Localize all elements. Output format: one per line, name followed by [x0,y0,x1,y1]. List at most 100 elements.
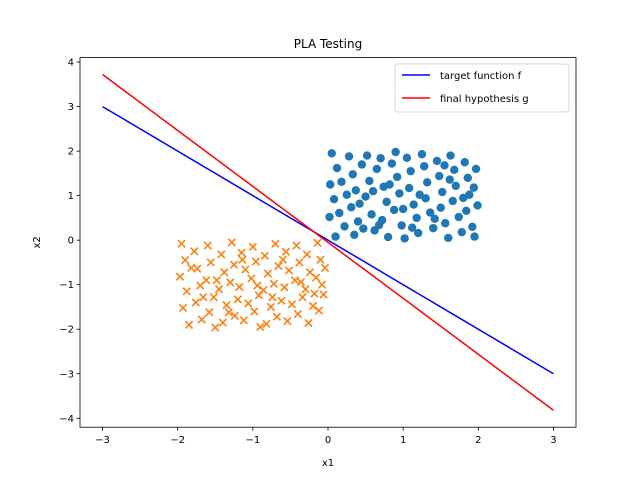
scatter-point [220,268,229,277]
y-tick-label: −2 [59,325,74,336]
scatter-point [426,208,435,217]
y-tick-label: −3 [59,369,74,380]
y-axis-label: x2 [32,236,43,248]
scatter-series-0 [325,147,482,243]
scatter-point [311,273,321,282]
scatter-point [199,293,208,302]
scatter-point [362,151,372,160]
scatter-point [365,176,374,186]
x-axis: −3 −2 −1 0 1 2 3 [95,427,557,446]
y-tick-label: 3 [68,102,74,113]
scatter-point [283,317,292,326]
scatter-point [227,238,236,247]
scatter-point [335,208,344,218]
scatter-point [269,279,279,288]
scatter-point [402,153,412,162]
scatter-point [368,186,378,196]
scatter-point [350,230,359,240]
scatter-point [417,150,427,159]
y-tick-label: −1 [59,280,74,291]
scatter-point [272,312,282,321]
scatter-point [233,295,242,304]
scatter-point [316,255,325,264]
scatter-point [325,212,334,222]
scatter-point [361,192,370,201]
scatter-point [313,238,322,248]
scatter-point [226,278,235,287]
y-tick-label: 0 [68,236,74,247]
scatter-point [317,280,327,289]
scatter-point [218,318,227,327]
scatter-point [404,183,414,193]
scatter-point [454,212,463,222]
scatter-point [359,224,368,233]
scatter-point [209,293,218,302]
scatter-point [217,250,226,259]
scatter-point [256,322,265,332]
scatter-point [310,289,319,298]
scatter-point [178,303,188,313]
scatter-point [413,228,423,238]
scatter-point [383,232,393,242]
scatter-point [340,222,349,231]
scatter-point [296,277,306,287]
y-tick-label: 4 [68,58,74,69]
scatter-point [357,160,367,169]
scatter-point [266,302,276,312]
scatter-point [248,242,258,252]
scatter-point [400,234,409,243]
x-tick-label: 2 [475,435,481,446]
scatter-point [432,156,442,166]
scatter-point [344,152,354,161]
final-hypothesis-line [102,73,554,411]
scatter-point [438,187,447,197]
scatter-point [205,308,214,317]
y-axis: −4 −3 −2 −1 0 1 2 3 4 [59,58,80,425]
scatter-point [448,196,457,206]
scatter-point [251,257,261,266]
scatter-point [397,221,406,230]
scatter-point [182,287,191,296]
y-tick-label: 1 [68,191,74,202]
scatter-point [191,298,200,307]
scatter-point [423,178,432,187]
legend-label-hypothesis: final hypothesis g [440,94,529,105]
scatter-point [407,223,417,232]
scatter-point [190,247,199,256]
scatter-point [277,296,286,305]
scatter-point [329,195,339,204]
scatter-point [314,306,324,315]
scatter-point [430,214,439,223]
scatter-point [441,219,450,228]
chart-title: PLA Testing [294,37,362,51]
scatter-point [181,256,190,265]
scatter-point [406,166,415,176]
scatter-point [415,190,424,199]
scatter-point [320,263,330,272]
scatter-point [457,227,466,237]
scatter-point [229,260,239,269]
scatter-point [450,165,459,175]
scatter-point [263,269,273,278]
scatter-point [419,162,429,171]
scatter-point [429,223,438,233]
scatter-point [302,250,312,259]
scatter-point [214,284,224,294]
scatter-point [184,320,194,329]
scatter-point [281,247,291,256]
scatter-point [280,283,289,292]
scatter-point [287,300,297,309]
scatter-point [293,309,303,319]
scatter-point [473,201,482,210]
scatter-point [197,315,206,324]
scatter-point [326,180,335,189]
x-tick-label: −1 [245,435,260,446]
scatter-point [435,171,444,181]
scatter-point [445,175,454,184]
plot-area [102,73,554,411]
scatter-point [308,301,318,311]
scatter-point [398,204,408,214]
scatter-series-1 [175,238,330,332]
scatter-point [355,199,364,208]
scatter-point [469,183,478,192]
